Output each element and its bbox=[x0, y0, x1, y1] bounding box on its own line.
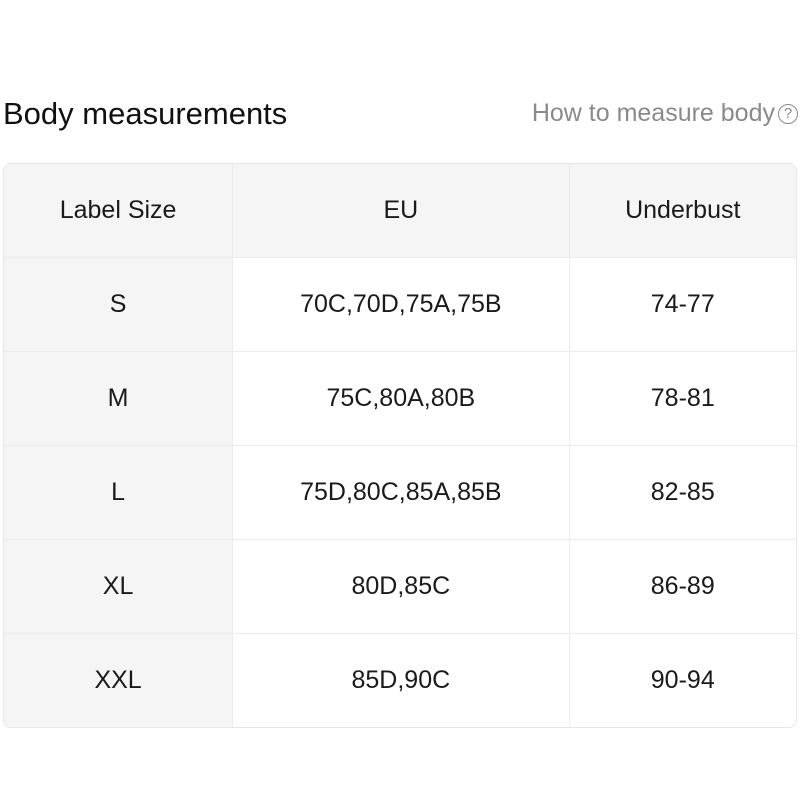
table-header-row: Label Size EU Underbust bbox=[4, 164, 796, 258]
cell-eu: 80D,85C bbox=[233, 540, 570, 634]
cell-underbust: 90-94 bbox=[650, 666, 715, 694]
cell-label-size: XL bbox=[4, 540, 234, 634]
question-circle-icon: ? bbox=[778, 103, 798, 124]
table-row: S 70C,70D,75A,75B 74-77 bbox=[4, 258, 796, 352]
header-eu: EU bbox=[233, 164, 570, 258]
cell-underbust: 74-77 bbox=[569, 258, 796, 352]
size-table: Label Size EU Underbust S 70C,70D,75A,75… bbox=[3, 163, 797, 728]
page-title: Body measurements bbox=[3, 96, 288, 131]
table-row: M 75C,80A,80B 78-81 bbox=[4, 352, 796, 446]
cell-underbust: 82-85 bbox=[569, 446, 796, 540]
cell-eu: 85D,90C bbox=[233, 634, 570, 727]
cell-label-size: XXL bbox=[4, 634, 234, 727]
cell-eu: 75D,80C,85A,85B bbox=[233, 446, 570, 540]
table-row: XL 80D,85C 86-89 bbox=[4, 540, 796, 634]
cell-label-size: L bbox=[4, 446, 234, 540]
cell-eu: 75C,80A,80B bbox=[233, 352, 570, 446]
table-row: XXL 85D,90C 90-94 bbox=[4, 634, 796, 727]
cell-underbust: 86-89 bbox=[569, 540, 796, 634]
cell-label-size: M bbox=[4, 352, 234, 446]
how-to-measure-link[interactable]: How to measure body ? bbox=[532, 99, 798, 128]
cell-eu: 70C,70D,75A,75B bbox=[233, 258, 570, 352]
header-underbust: Underbust bbox=[569, 164, 796, 258]
table-row: L 75D,80C,85A,85B 82-85 bbox=[4, 446, 796, 540]
cell-underbust: 78-81 bbox=[569, 352, 796, 446]
how-to-measure-label: How to measure body bbox=[531, 99, 775, 127]
cell-label-size: S bbox=[4, 258, 234, 352]
header-label-size: Label Size bbox=[4, 164, 234, 258]
